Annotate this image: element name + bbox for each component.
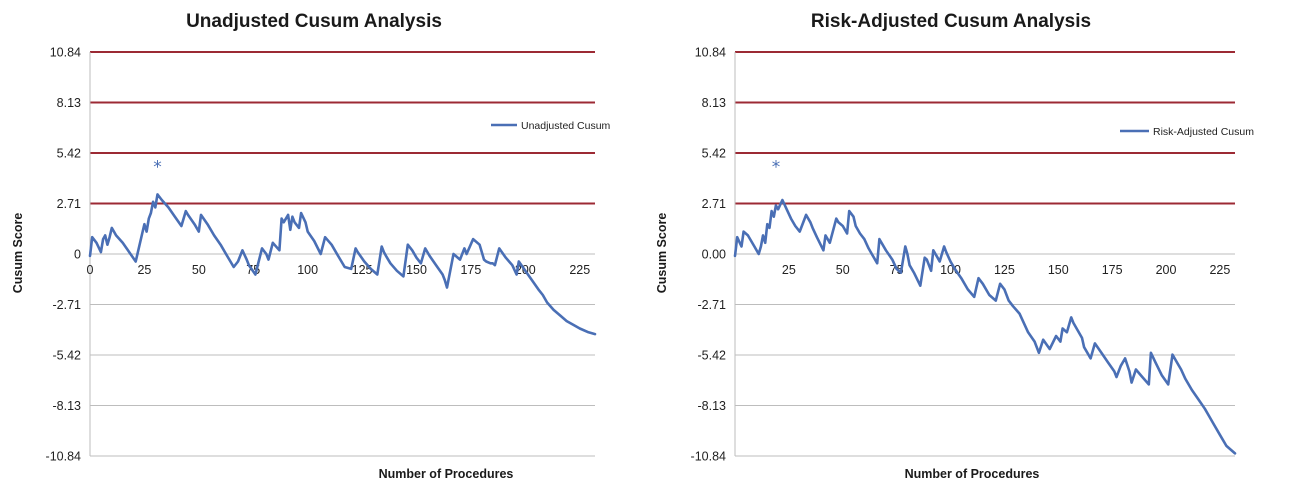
x-tick-label: 25 bbox=[782, 263, 796, 277]
y-tick-label: 0 bbox=[74, 248, 81, 262]
y-tick-label: -8.13 bbox=[698, 399, 727, 413]
x-tick-label: 50 bbox=[192, 263, 206, 277]
annotation-star: * bbox=[153, 157, 162, 177]
x-axis-title: Number of Procedures bbox=[379, 467, 514, 481]
x-tick-label: 125 bbox=[994, 263, 1015, 277]
y-tick-label: 8.13 bbox=[702, 96, 726, 110]
y-tick-label: 5.42 bbox=[57, 147, 81, 161]
x-axis-title: Number of Procedures bbox=[905, 467, 1040, 481]
series-line bbox=[733, 198, 1237, 455]
unadjusted-cusum-chart: Unadjusted Cusum Analysis Number of Proc… bbox=[11, 11, 611, 481]
y-tick-label: 2.71 bbox=[57, 197, 81, 211]
y-tick-label: 10.84 bbox=[695, 46, 726, 60]
y-tick-label: 5.42 bbox=[702, 147, 726, 161]
gridlines bbox=[89, 51, 595, 457]
y-axis-title: Cusum Score bbox=[655, 213, 669, 294]
x-tick-label: 25 bbox=[137, 263, 151, 277]
x-tick-label: 150 bbox=[1048, 263, 1069, 277]
x-tick-label: 175 bbox=[460, 263, 481, 277]
y-tick-label: -5.42 bbox=[53, 349, 82, 363]
risk-adjusted-cusum-chart: Risk-Adjusted Cusum Analysis Number of P… bbox=[655, 11, 1254, 481]
x-tick-label: 200 bbox=[1156, 263, 1177, 277]
x-tick-label: 100 bbox=[940, 263, 961, 277]
chart-title: Risk-Adjusted Cusum Analysis bbox=[811, 11, 1091, 32]
y-tick-label: -2.71 bbox=[53, 298, 82, 312]
y-tick-label: -8.13 bbox=[53, 399, 82, 413]
chart-title: Unadjusted Cusum Analysis bbox=[186, 11, 442, 32]
annotation-star: * bbox=[772, 157, 781, 177]
y-tick-label: -10.84 bbox=[691, 450, 726, 464]
y-tick-label: 0.00 bbox=[702, 248, 726, 262]
y-tick-label: -5.42 bbox=[698, 349, 727, 363]
y-tick-label: 8.13 bbox=[57, 96, 81, 110]
x-tick-label: 125 bbox=[352, 263, 373, 277]
legend-label: Risk-Adjusted Cusum bbox=[1153, 126, 1254, 138]
gridlines bbox=[734, 51, 1235, 457]
series-line bbox=[88, 193, 597, 336]
x-tick-label: 100 bbox=[297, 263, 318, 277]
y-tick-label: 10.84 bbox=[50, 46, 81, 60]
x-tick-label: 0 bbox=[87, 263, 94, 277]
x-tick-label: 225 bbox=[1209, 263, 1230, 277]
x-tick-label: 175 bbox=[1102, 263, 1123, 277]
y-tick-label: 2.71 bbox=[702, 197, 726, 211]
x-tick-label: 150 bbox=[406, 263, 427, 277]
y-tick-label: -10.84 bbox=[46, 450, 81, 464]
x-tick-label: 225 bbox=[569, 263, 590, 277]
y-axis-title: Cusum Score bbox=[11, 213, 25, 294]
y-tick-label: -2.71 bbox=[698, 298, 727, 312]
x-tick-label: 50 bbox=[836, 263, 850, 277]
legend-label: Unadjusted Cusum bbox=[521, 120, 611, 132]
